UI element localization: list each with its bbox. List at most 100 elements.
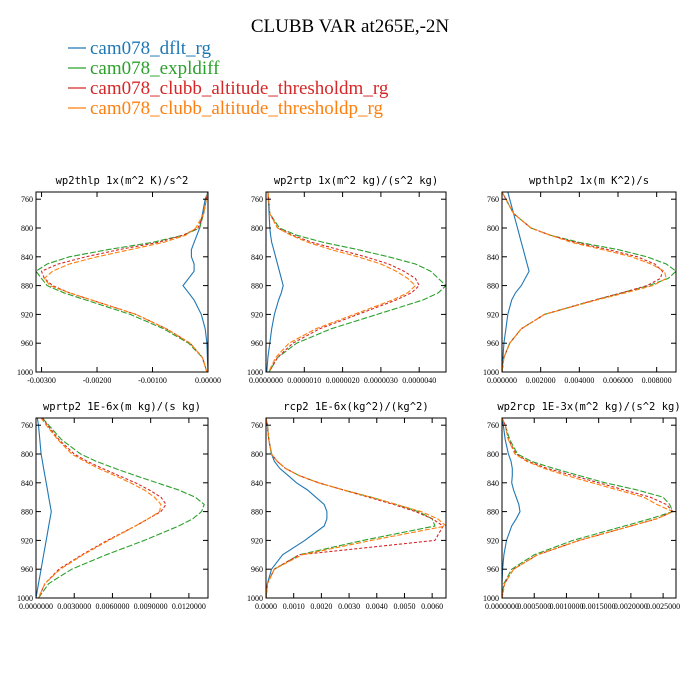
x-tick-label: 0.0000020 [326, 376, 360, 385]
figure-title: CLUBB VAR at265E,-2N [251, 16, 450, 37]
y-tick-label: 760 [487, 421, 499, 430]
y-tick-label: 1000 [247, 594, 263, 603]
y-tick-label: 840 [251, 253, 263, 262]
series-line [266, 192, 284, 372]
chart-panel: wprtp2 1E-6x(m kg)/(s kg) 760 800 840 880 920… [17, 401, 209, 611]
legend-label: cam078_clubb_altitude_thresholdp_rg [90, 98, 384, 119]
y-tick-label: 760 [251, 421, 263, 430]
x-tick-label: 0.0010 [283, 602, 305, 611]
x-tick-label: 0.0120000 [172, 602, 206, 611]
legend-label: cam078_dflt_rg [90, 38, 212, 59]
chart-panel: rcp2 1E-6x(kg^2)/(kg^2) 760 800 840 880 920 96… [247, 401, 447, 611]
panel-title: rcp2 1E-6x(kg^2)/(kg^2) [283, 401, 428, 413]
y-tick-label: 880 [21, 282, 33, 291]
y-tick-label: 840 [251, 479, 263, 488]
y-tick-label: 800 [487, 450, 499, 459]
x-tick-label: 0.000000 [487, 376, 517, 385]
x-tick-label: 0.0030 [338, 602, 360, 611]
x-tick-label: 0.008000 [642, 376, 672, 385]
series-line [266, 418, 328, 598]
panel-title: wp2thlp 1x(m^2 K)/s^2 [56, 175, 189, 187]
x-tick-label: 0.0000 [255, 602, 277, 611]
y-tick-label: 800 [21, 224, 33, 233]
x-tick-label: 0.0000010 [287, 376, 321, 385]
panel-title: wpthlp2 1x(m K^2)/s [529, 175, 649, 187]
y-tick-label: 760 [251, 195, 263, 204]
y-tick-label: 800 [21, 450, 33, 459]
plot-frame [265, 191, 447, 373]
series-line [502, 418, 675, 598]
panel-title: wprtp2 1E-6x(m kg)/(s kg) [43, 401, 201, 413]
series-line [36, 192, 208, 372]
series-line [267, 192, 446, 372]
x-tick-label: 0.00000 [195, 376, 221, 385]
y-tick-label: 920 [21, 310, 33, 319]
y-tick-label: 840 [21, 253, 33, 262]
y-tick-label: 760 [21, 421, 33, 430]
x-tick-label: 0.0060000 [95, 602, 129, 611]
series-line [43, 192, 208, 372]
y-tick-label: 880 [487, 282, 499, 291]
x-tick-label: 0.0020 [310, 602, 332, 611]
x-tick-label: 0.0005000 [517, 602, 551, 611]
series-line [38, 418, 205, 598]
x-tick-label: 0.006000 [603, 376, 633, 385]
y-tick-label: 760 [21, 195, 33, 204]
y-tick-label: 960 [487, 339, 499, 348]
legend-item: cam078_expldiff [68, 58, 220, 79]
series-line [502, 192, 664, 372]
legend-item: cam078_dflt_rg [68, 38, 212, 59]
x-tick-label: 0.0030000 [57, 602, 91, 611]
y-tick-label: 960 [21, 565, 33, 574]
legend-item: cam078_clubb_altitude_thresholdp_rg [68, 98, 384, 119]
x-tick-label: 0.0090000 [134, 602, 168, 611]
chart-panel: wp2rcp 1E-3x(m^2 kg)/(s^2 kg) 760 800 840 88… [483, 401, 681, 611]
series-line [502, 192, 676, 372]
y-tick-label: 1000 [17, 368, 33, 377]
y-tick-label: 1000 [483, 594, 499, 603]
y-tick-label: 880 [21, 508, 33, 517]
y-tick-label: 840 [487, 479, 499, 488]
plot-frame [501, 191, 677, 373]
series-line [37, 418, 162, 598]
y-tick-label: 920 [21, 536, 33, 545]
plot-frame [501, 417, 677, 599]
legend-label: cam078_clubb_altitude_thresholdm_rg [90, 78, 389, 99]
y-tick-label: 840 [487, 253, 499, 262]
y-tick-label: 800 [251, 450, 263, 459]
series-line [37, 418, 167, 598]
x-tick-label: 0.0000030 [364, 376, 398, 385]
series-line [40, 192, 208, 372]
x-tick-label: 0.0000000 [485, 602, 519, 611]
y-tick-label: 1000 [17, 594, 33, 603]
series-line [266, 418, 444, 598]
x-tick-label: 0.0010000 [549, 602, 583, 611]
x-tick-label: 0.0015000 [582, 602, 616, 611]
series-line [266, 418, 446, 598]
y-tick-label: 960 [251, 565, 263, 574]
series-line [502, 418, 521, 598]
x-tick-label: 0.0020000 [614, 602, 648, 611]
y-tick-label: 920 [251, 536, 263, 545]
y-tick-label: 880 [251, 508, 263, 517]
series-line [182, 192, 208, 372]
series-line [502, 418, 674, 598]
y-tick-label: 1000 [483, 368, 499, 377]
x-tick-label: 0.004000 [564, 376, 594, 385]
series-line [502, 418, 674, 598]
x-tick-label: -0.00300 [27, 376, 56, 385]
x-tick-label: -0.00200 [83, 376, 112, 385]
x-tick-label: 0.0040 [366, 602, 388, 611]
y-tick-label: 920 [487, 536, 499, 545]
chart-panel: wp2thlp 1x(m^2 K)/s^2 760 800 840 880 920 960 1… [17, 175, 221, 385]
y-tick-label: 800 [487, 224, 499, 233]
x-tick-label: 0.0025000 [646, 602, 680, 611]
x-tick-label: 0.0050 [393, 602, 415, 611]
y-tick-label: 960 [487, 565, 499, 574]
series-line [267, 192, 420, 372]
plot-frame [35, 417, 209, 599]
chart-panel: wpthlp2 1x(m K^2)/s 760 800 840 880 920 960 100… [483, 175, 677, 385]
y-tick-label: 840 [21, 479, 33, 488]
y-tick-label: 920 [251, 310, 263, 319]
